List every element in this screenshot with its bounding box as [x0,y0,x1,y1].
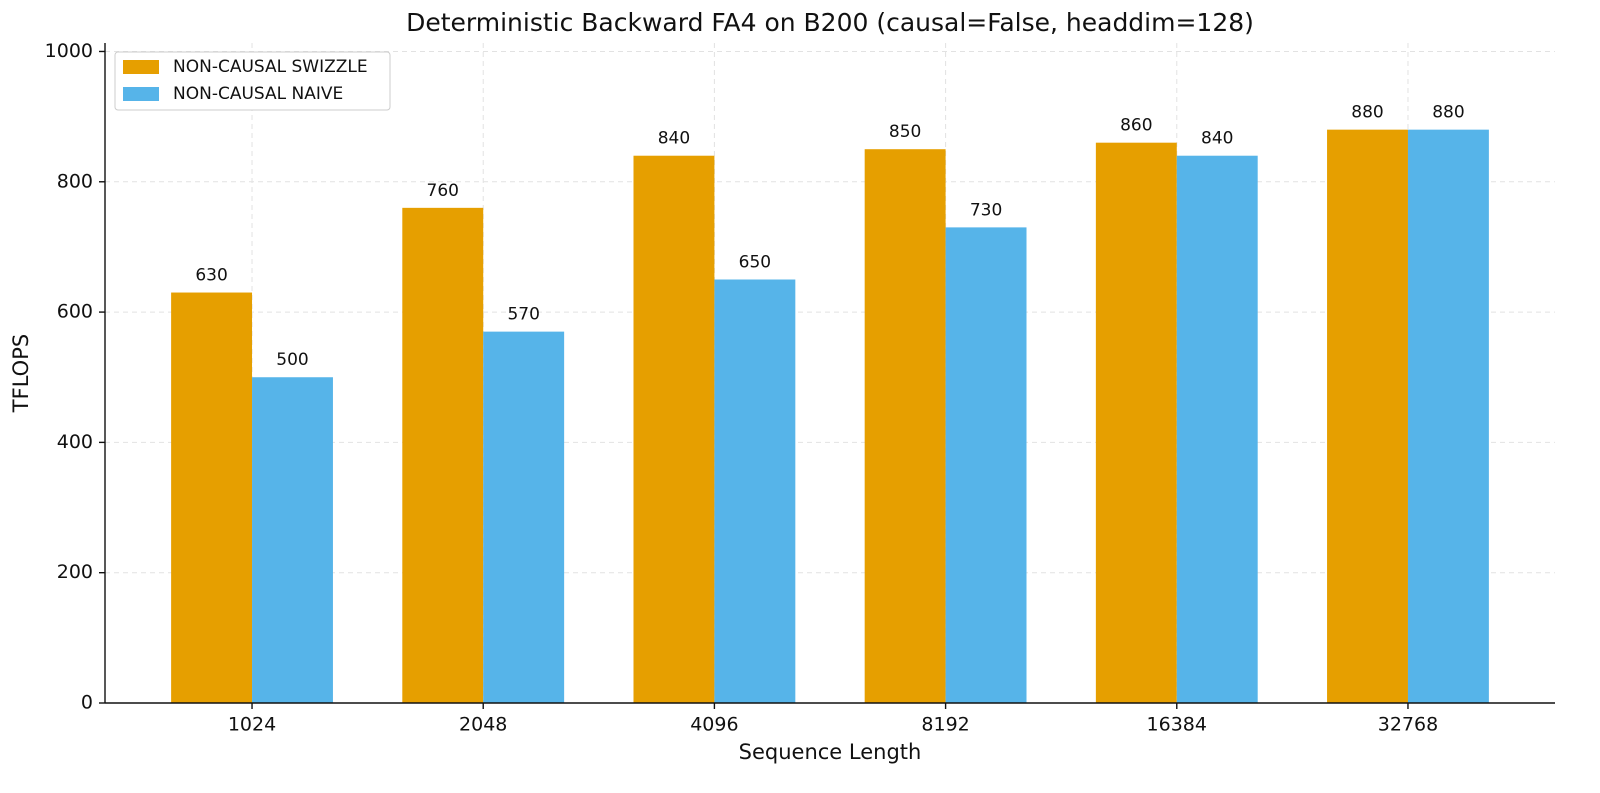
y-tick-label: 0 [81,692,93,714]
bar [1327,129,1408,703]
bar [633,155,715,703]
y-tick-label: 200 [57,561,93,583]
x-axis-label: Sequence Length [739,740,922,764]
bar [1407,129,1489,703]
x-tick-label: 32768 [1378,714,1438,736]
value-label: 880 [1432,103,1464,123]
bar [402,207,484,704]
y-tick-label: 400 [57,431,93,453]
bar [945,227,1027,703]
x-tick-label: 1024 [228,714,276,736]
y-axis-label: TFLOPS [9,334,33,413]
legend-label: NON-CAUSAL SWIZZLE [173,57,368,77]
x-tick-label: 4096 [690,714,738,736]
bar [1176,155,1258,703]
bar [714,279,796,703]
bar [252,377,333,703]
legend-swatch [123,60,159,74]
legend-box [114,51,391,111]
value-label: 860 [1120,116,1152,136]
value-label: 840 [1201,129,1233,149]
y-tick-label: 800 [57,170,93,192]
bar [171,292,253,703]
value-label: 630 [195,266,227,286]
x-tick-label: 2048 [459,714,507,736]
y-tick-label: 600 [57,301,93,323]
value-label: 650 [739,253,771,273]
y-tick-label: 1000 [45,40,93,62]
value-label: 840 [658,129,690,149]
bar [1095,142,1177,704]
bar [483,331,565,703]
value-label: 570 [507,305,539,325]
value-label: 500 [276,350,308,370]
value-label: 760 [427,181,459,201]
legend-label: NON-CAUSAL NAIVE [173,84,343,104]
value-label: 850 [889,122,921,142]
value-label: 730 [970,200,1002,220]
bar [864,149,946,703]
x-tick-label: 8192 [921,714,969,736]
chart-title: Deterministic Backward FA4 on B200 (caus… [406,8,1254,37]
x-tick-label: 16384 [1147,714,1207,736]
value-label: 880 [1351,103,1383,123]
legend-swatch [123,87,159,101]
